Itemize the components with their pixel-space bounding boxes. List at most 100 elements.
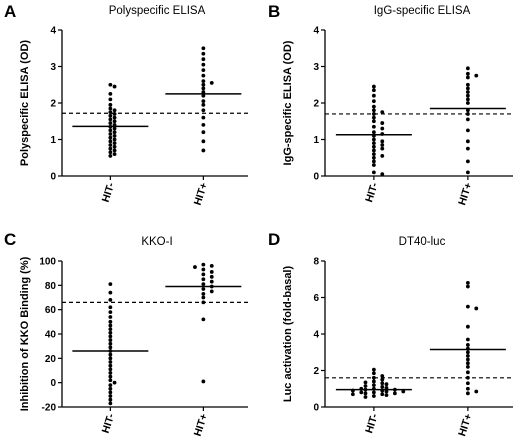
data-point: [371, 170, 376, 175]
panel-title: IgG-specific ELISA: [374, 5, 471, 17]
x-tick-label: HIT+: [192, 181, 211, 207]
data-point: [401, 389, 406, 394]
data-point: [112, 112, 117, 116]
data-point: [465, 370, 470, 375]
data-point: [108, 374, 113, 379]
data-point: [465, 82, 470, 87]
data-point: [193, 265, 197, 269]
y-tick-label: 2: [313, 366, 319, 377]
data-point: [108, 338, 113, 342]
data-point: [380, 392, 385, 397]
data-point: [465, 170, 470, 175]
data-point: [201, 262, 206, 267]
data-point: [465, 354, 470, 358]
data-point: [371, 375, 376, 380]
data-point: [112, 141, 117, 146]
data-point: [201, 272, 206, 277]
data-point: [371, 124, 376, 129]
data-point: [108, 371, 113, 375]
data-point: [371, 130, 376, 135]
data-point: [108, 113, 113, 118]
data-point: [108, 394, 113, 398]
data-point: [465, 364, 470, 369]
data-point: [112, 380, 117, 385]
panel-label: B: [268, 2, 280, 21]
data-point: [371, 141, 376, 146]
x-tick-label: HIT-: [100, 181, 118, 204]
data-point: [112, 119, 117, 124]
data-point: [108, 383, 113, 387]
data-point: [108, 132, 113, 136]
data-point: [108, 305, 113, 310]
data-point: [108, 330, 113, 335]
data-point: [380, 381, 385, 386]
data-point: [112, 115, 117, 120]
data-point: [201, 99, 206, 104]
data-point: [209, 289, 214, 294]
data-point: [201, 130, 206, 135]
data-point: [108, 146, 113, 151]
data-point: [371, 155, 376, 160]
y-tick-label: -20: [42, 403, 57, 414]
data-point: [474, 306, 479, 311]
data-point: [465, 112, 470, 116]
data-point: [201, 57, 206, 62]
data-point: [112, 152, 117, 157]
data-point: [371, 371, 376, 376]
data-point: [465, 117, 470, 122]
x-tick-label: HIT-: [100, 412, 118, 435]
data-point: [112, 84, 117, 89]
data-point: [371, 93, 376, 98]
data-point: [380, 154, 385, 158]
y-tick-label: 2: [313, 99, 319, 110]
y-tick-label: 80: [45, 281, 57, 292]
data-point: [371, 104, 376, 109]
data-point: [465, 281, 470, 285]
y-axis-label: IgG-specific ELISA (OD): [282, 40, 294, 165]
data-point: [108, 345, 113, 350]
data-point: [201, 123, 206, 127]
data-point: [108, 143, 113, 147]
y-tick-label: 3: [313, 62, 319, 73]
data-point: [108, 128, 113, 133]
y-tick-label: 100: [39, 257, 56, 268]
data-point: [371, 108, 376, 113]
data-point: [108, 334, 113, 339]
panel-d: D DT40-luc Luc activation (fold-basal) 0 2 4 6…: [268, 230, 513, 438]
data-point: [201, 82, 206, 87]
panel-label: C: [4, 230, 16, 249]
data-point: [201, 51, 206, 56]
data-point: [465, 343, 470, 347]
data-point: [465, 101, 470, 105]
data-point: [465, 159, 470, 164]
x-tick-label: HIT-: [363, 181, 381, 204]
panel-label: D: [268, 230, 280, 249]
data-point: [108, 117, 113, 122]
panel-c: C KKO-I Inhibition of KKO Binding (%) -20 0 2…: [4, 230, 248, 438]
data-point: [392, 391, 397, 396]
data-point: [371, 88, 376, 93]
data-point: [465, 386, 470, 391]
y-tick-label: 4: [50, 26, 56, 37]
data-point: [108, 97, 113, 102]
data-point: [201, 93, 206, 98]
y-tick-label: 4: [313, 26, 319, 37]
data-point: [371, 394, 376, 398]
data-point: [201, 291, 206, 296]
data-point: [371, 119, 376, 124]
y-tick-label: 40: [45, 330, 57, 341]
data-point: [384, 389, 389, 394]
data-point: [112, 148, 117, 153]
data-point: [201, 102, 206, 107]
y-tick-label: 20: [45, 354, 57, 365]
data-point: [465, 357, 470, 362]
data-point: [363, 380, 368, 385]
data-point: [474, 73, 479, 78]
data-point: [465, 304, 470, 309]
data-point: [108, 102, 113, 107]
data-point: [201, 282, 206, 287]
data-point: [209, 81, 214, 85]
data-point: [108, 390, 113, 395]
data-point: [371, 137, 376, 142]
